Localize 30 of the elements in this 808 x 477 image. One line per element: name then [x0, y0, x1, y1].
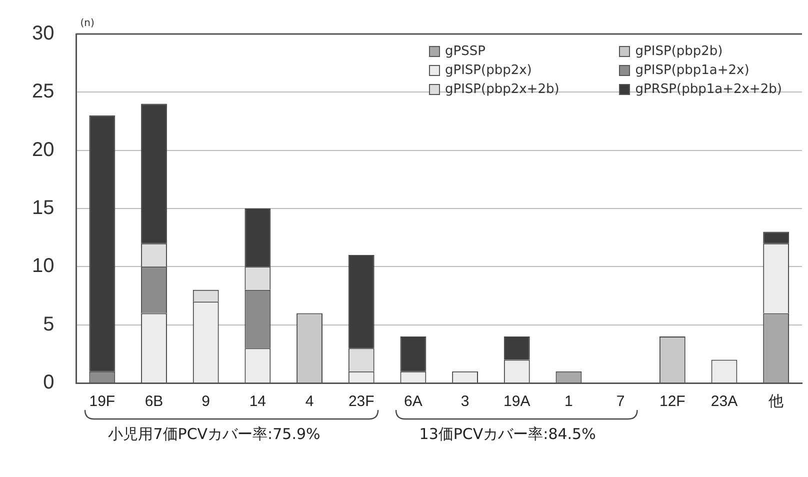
x-tick-label: 6A: [404, 393, 422, 410]
x-tick-label: 14: [249, 393, 266, 410]
legend-label: gPISP(pbp2x+2b): [445, 82, 560, 97]
x-tick-label: 他: [768, 393, 784, 410]
y-tick-label: 0: [43, 372, 54, 394]
legend-label: gPISP(pbp1a+2x): [635, 63, 750, 78]
x-tick-label: 3: [460, 393, 470, 410]
x-tick-label: 19A: [504, 393, 530, 410]
y-axis-title: (n): [80, 18, 94, 29]
x-tick-label: 23A: [710, 393, 738, 410]
x-tick-label: 1: [564, 393, 573, 410]
legend-label: gPSSP: [445, 44, 486, 59]
x-tick-label: 23F: [348, 393, 374, 410]
y-tick-label: 25: [32, 80, 54, 103]
x-tick-label: 12F: [659, 393, 686, 410]
y-tick-label: 15: [32, 197, 54, 220]
x-tick-label: 19F: [89, 393, 116, 410]
x-tick-label: 6B: [144, 393, 164, 410]
x-tick-label: 4: [305, 393, 314, 410]
legend-label: gPISP(pbp2b): [635, 44, 723, 59]
legend-label: gPISP(pbp2x): [445, 63, 532, 78]
y-tick-label: 10: [32, 255, 54, 278]
y-tick-label: 5: [43, 313, 54, 336]
y-tick-label: 20: [32, 138, 54, 161]
x-tick-label: 7: [616, 393, 625, 410]
x-tick-label: 9: [202, 393, 210, 410]
legend-label: gPRSP(pbp1a+2x+2b): [635, 82, 782, 97]
text: 13価PCVカバー率:84.5%: [419, 425, 596, 444]
y-tick-label: 30: [32, 22, 54, 45]
text: 小児用7価PCVカバー率:75.9%: [108, 425, 320, 444]
